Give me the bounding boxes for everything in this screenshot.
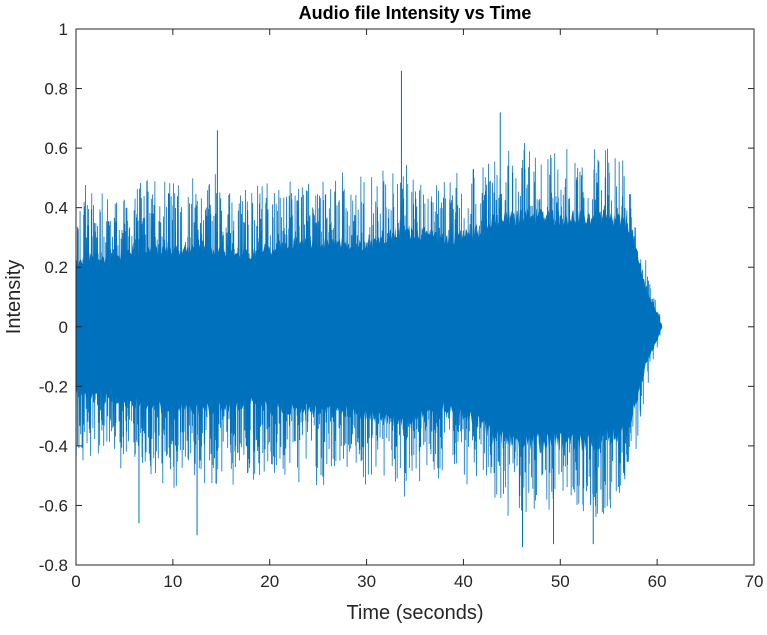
y-axis-label: Intensity (3, 260, 25, 334)
signal-layer (75, 70, 663, 548)
y-tick-label: -0.4 (39, 437, 68, 456)
tick-layer: 0 10 20 30 40 50 60 70 -0.8 -0.6 -0.4 -0.2 0 0.2 0.4 0.… (39, 20, 764, 591)
chart-title: Audio file Intensity vs Time (299, 3, 532, 23)
y-tick-label: 1 (59, 20, 68, 39)
y-tick-label: -0.8 (39, 556, 68, 575)
y-tick-label: -0.2 (39, 377, 68, 396)
x-tick-label: 30 (357, 572, 376, 591)
x-axis-label: Time (seconds) (346, 602, 483, 624)
x-tick-label: 40 (454, 572, 473, 591)
x-tick-label: 60 (648, 572, 667, 591)
x-tick-label: 0 (71, 572, 80, 591)
x-tick-label: 20 (260, 572, 279, 591)
x-tick-label: 50 (551, 572, 570, 591)
y-tick-label: 0.6 (44, 139, 68, 158)
waveform-trace (75, 143, 663, 518)
y-tick-label: -0.6 (39, 496, 68, 515)
x-tick-label: 70 (745, 572, 764, 591)
x-tick-label: 10 (163, 572, 182, 591)
axes-box (75, 28, 755, 566)
y-tick-label: 0 (59, 318, 68, 337)
y-tick-label: 0.8 (44, 80, 68, 99)
y-tick-label: 0.4 (44, 199, 68, 218)
y-tick-label: 0.2 (44, 258, 68, 277)
